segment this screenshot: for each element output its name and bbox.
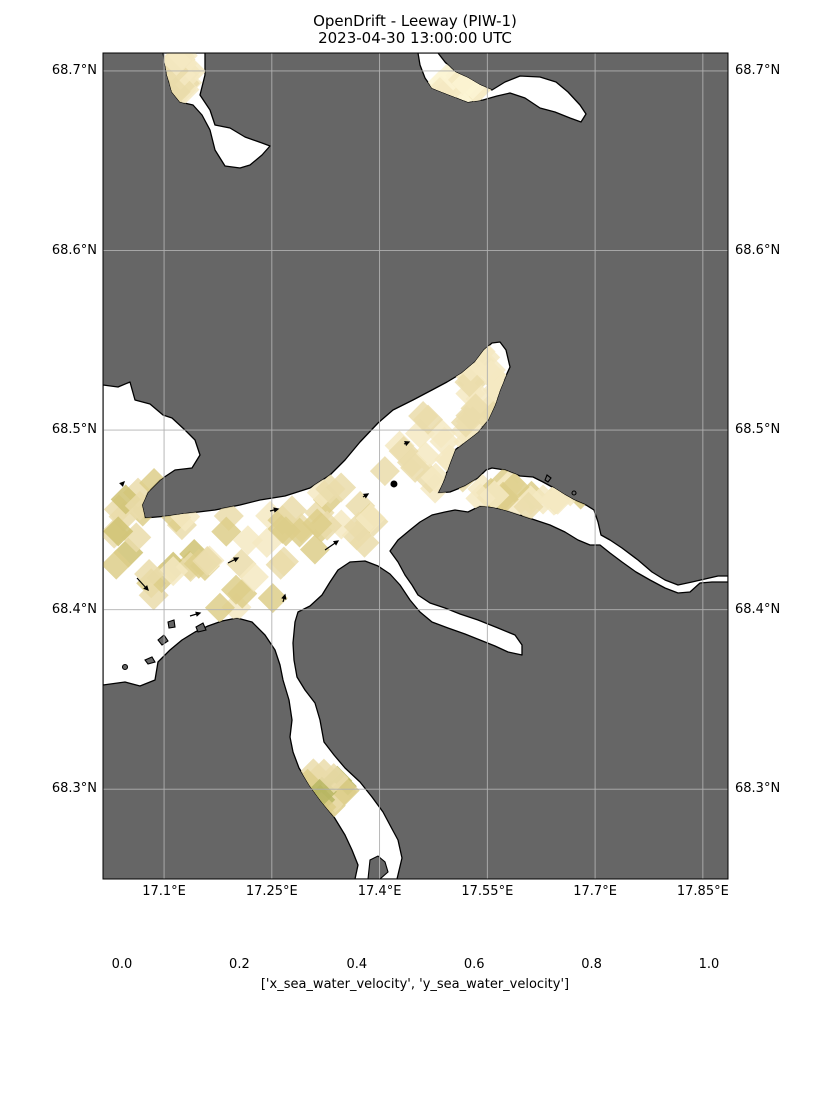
current-cell [167, 53, 198, 71]
lat-label-right: 68.3°N [735, 781, 781, 797]
lat-label-left: 68.7°N [51, 62, 97, 78]
lat-label-left: 68.3°N [51, 781, 97, 797]
map-timestamp: 2023-04-30 13:00:00 UTC [318, 29, 512, 47]
current-cell [204, 592, 235, 623]
lon-label: 17.55°E [461, 884, 514, 899]
gridlines [103, 53, 728, 879]
current-cell [232, 525, 263, 556]
velocity-arrow-head [195, 611, 202, 617]
lon-label: 17.25°E [245, 884, 298, 899]
current-cell [270, 516, 301, 547]
map-title: OpenDrift - Leeway (PIW-1) [313, 12, 517, 30]
current-cell [299, 534, 330, 565]
current-cell [211, 516, 242, 547]
current-cell [238, 561, 269, 592]
map-frame [102, 52, 729, 880]
current-cell [513, 491, 544, 522]
current-cell [257, 583, 288, 614]
velocity-arrow-head [404, 441, 411, 447]
current-cell [221, 574, 252, 605]
lat-label-left: 68.4°N [51, 601, 97, 617]
current-cell [315, 474, 346, 505]
colorbar-tick-label: 0.0 [111, 957, 133, 972]
lat-label-left: 68.5°N [51, 422, 97, 438]
velocity-arrow-head [273, 507, 280, 513]
colorbar-tick-label: 0.8 [581, 957, 602, 972]
map-canvas[interactable] [0, 0, 830, 954]
current-cell [318, 763, 349, 794]
colorbar-tick-label: 0.4 [346, 957, 368, 972]
current-cell [134, 558, 165, 589]
colorbar-tick-label: 0.2 [229, 957, 250, 972]
drifter-particle[interactable] [390, 480, 398, 488]
current-cell [499, 472, 530, 503]
lon-label: 17.4°E [357, 884, 402, 899]
current-cell [110, 484, 141, 515]
colorbar-tick-label: 0.6 [463, 957, 485, 972]
current-cell [460, 393, 491, 424]
velocity-arrow-head [143, 585, 149, 592]
velocity-arrows [119, 441, 411, 617]
lon-label: 17.85°E [676, 884, 729, 899]
lat-label-right: 68.5°N [735, 422, 781, 438]
lat-label-right: 68.6°N [735, 242, 781, 258]
current-cell [388, 436, 419, 467]
current-cell [369, 456, 400, 487]
current-cell [538, 485, 569, 516]
velocity-arrow-head [119, 481, 125, 487]
current-cell [192, 546, 223, 577]
velocity-arrow-head [333, 540, 340, 546]
northeast-inlet [417, 53, 587, 123]
current-cell [158, 556, 189, 587]
velocity-arrow-head [281, 593, 287, 600]
lat-label-left: 68.6°N [51, 242, 97, 258]
velocity-arrow-head [363, 493, 370, 499]
current-cell [355, 503, 386, 534]
current-cell [408, 400, 439, 431]
velocity-arrow-head [233, 557, 240, 563]
current-cell [268, 546, 299, 577]
map-figure: 68.7°N 68.6°N 68.5°N 68.4°N 68.3°N 68.7°N 68.… [0, 0, 830, 972]
islands [121, 474, 577, 879]
current-cell [103, 516, 134, 547]
lon-label: 17.1°E [142, 884, 186, 899]
colorbar-tick-label: 1.0 [698, 957, 720, 972]
lon-label: 17.7°E [573, 884, 617, 899]
current-cell [103, 549, 132, 580]
lat-label-right: 68.7°N [735, 62, 781, 78]
lat-label-right: 68.4°N [735, 601, 781, 617]
current-cell [302, 508, 333, 539]
colorbar-label: ['x_sea_water_velocity', 'y_sea_water_ve… [260, 977, 570, 992]
